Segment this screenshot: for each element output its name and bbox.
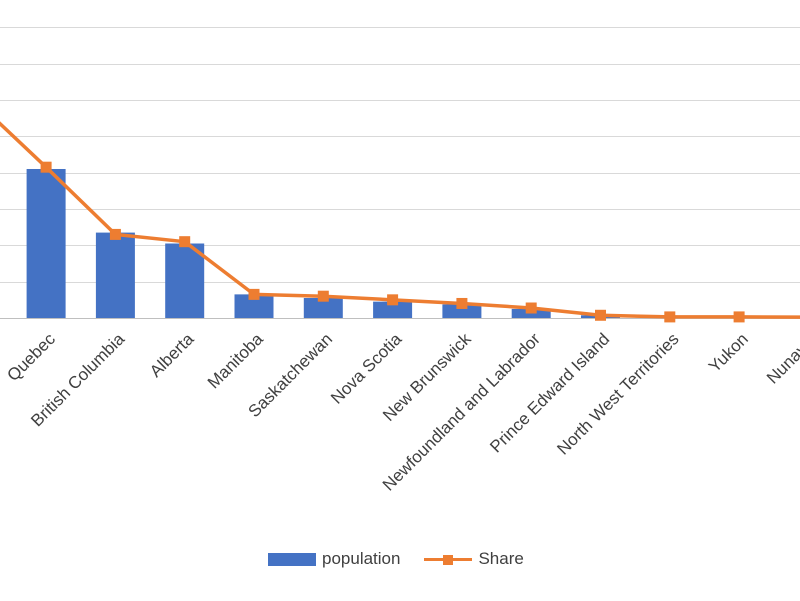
share-point-saskatchewan: [317, 290, 329, 302]
bar-manitoba: [234, 294, 274, 318]
legend-swatch-population: [268, 552, 316, 566]
bar-new-brunswick: [442, 304, 482, 318]
share-point-british-columbia: [109, 228, 121, 240]
legend-item-population: population: [268, 549, 400, 569]
share-point-north-west-territories: [664, 311, 676, 323]
legend-label-population: population: [322, 549, 401, 568]
x-tick-label: Manitoba: [204, 329, 267, 392]
share-point-nova-scotia: [387, 294, 399, 306]
bar-quebec: [26, 168, 66, 318]
x-tick-label: Yukon: [705, 329, 752, 376]
bar-british-columbia: [95, 232, 135, 318]
bar-saskatchewan: [303, 298, 343, 318]
share-point-manitoba: [248, 288, 260, 300]
legend-swatch-share: [424, 553, 473, 566]
share-point-newfoundland-and-labrador: [525, 302, 537, 314]
x-tick-label: Nunavut: [763, 329, 800, 387]
share-point-prince-edward-island: [595, 309, 606, 321]
x-tick-label: Quebec: [3, 329, 59, 385]
x-tick-label: North West Territories: [553, 329, 682, 458]
bar-alberta: [165, 243, 205, 318]
legend-label-share: Share: [478, 549, 524, 568]
bar-nova-scotia: [373, 301, 413, 318]
legend: population Share: [268, 547, 548, 571]
share-point-alberta: [179, 236, 191, 248]
x-tick-label: Prince Edward Island: [486, 329, 613, 456]
share-point-yukon: [733, 311, 745, 323]
legend-item-share: Share: [424, 549, 524, 569]
share-point-quebec: [40, 161, 52, 173]
share-point-new-brunswick: [456, 297, 468, 309]
x-tick-label: Alberta: [146, 329, 198, 381]
population-bars: [26, 168, 800, 318]
share-line-series: [0, 121, 800, 323]
